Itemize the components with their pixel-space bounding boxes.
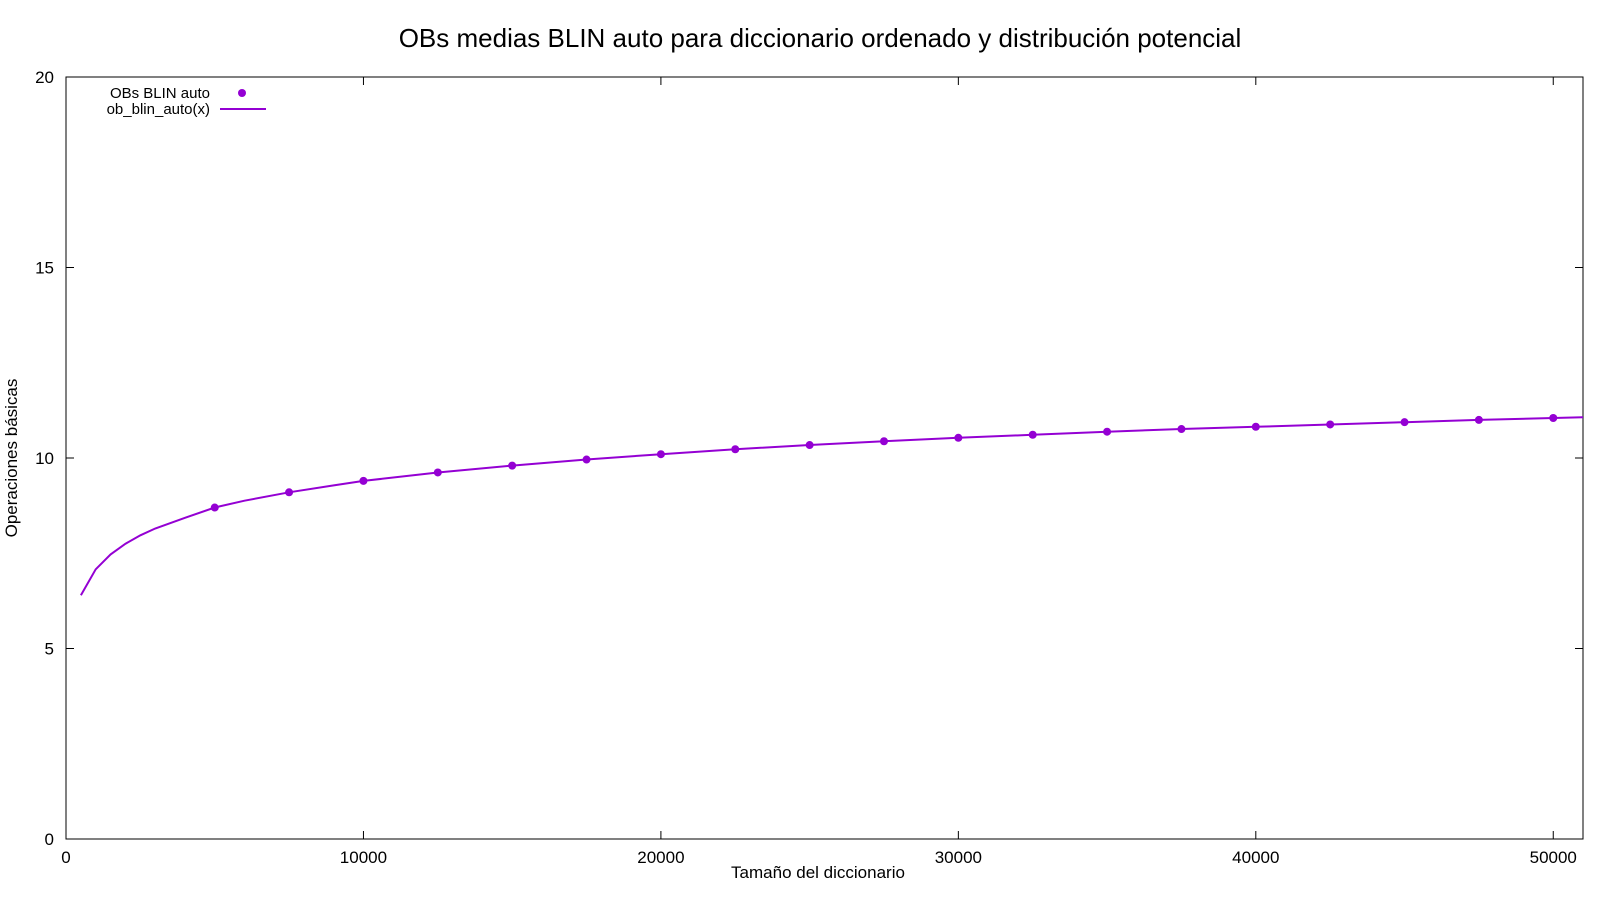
plot-frame	[65, 76, 1584, 840]
data-point	[731, 445, 740, 454]
data-point	[954, 433, 963, 442]
data-point	[805, 441, 814, 450]
x-tick-label: 20000	[637, 848, 684, 867]
y-tick-label: 20	[35, 68, 54, 87]
y-axis-label: Operaciones básicas	[2, 379, 21, 538]
x-tick-label: 0	[61, 848, 70, 867]
x-tick-label: 40000	[1232, 848, 1279, 867]
series-line	[80, 416, 1584, 596]
y-tick-label: 5	[45, 640, 54, 659]
chart-title: OBs medias BLIN auto para diccionario or…	[399, 23, 1242, 53]
data-point	[210, 503, 219, 512]
y-tick-label: 10	[35, 449, 54, 468]
ticks: 0 10000 20000 30000 40000 50000 0 5 10 15 20	[35, 68, 1583, 867]
data-point	[656, 450, 665, 459]
y-tick-label: 15	[35, 259, 54, 278]
points-layer	[210, 413, 1558, 512]
data-point	[1474, 415, 1483, 424]
data-point	[433, 468, 442, 477]
data-point	[1549, 413, 1558, 422]
data-point	[359, 476, 368, 485]
x-tick-label: 10000	[340, 848, 387, 867]
data-point	[1177, 425, 1186, 434]
x-axis-label: Tamaño del diccionario	[731, 863, 905, 882]
data-point	[1400, 418, 1409, 427]
data-point	[879, 437, 888, 446]
x-tick-label: 50000	[1530, 848, 1577, 867]
data-point	[508, 461, 517, 470]
data-point	[1028, 430, 1037, 439]
data-point	[1251, 422, 1260, 431]
legend-point-swatch	[238, 89, 246, 97]
data-point	[285, 488, 294, 497]
data-point	[1326, 420, 1335, 429]
y-tick-label: 0	[45, 830, 54, 849]
line-layer	[80, 416, 1584, 596]
legend-label-line: ob_blin_auto(x)	[107, 101, 210, 118]
legend-label-points: OBs BLIN auto	[110, 85, 210, 102]
data-point	[582, 455, 591, 464]
x-tick-label: 30000	[935, 848, 982, 867]
data-point	[1103, 427, 1112, 436]
